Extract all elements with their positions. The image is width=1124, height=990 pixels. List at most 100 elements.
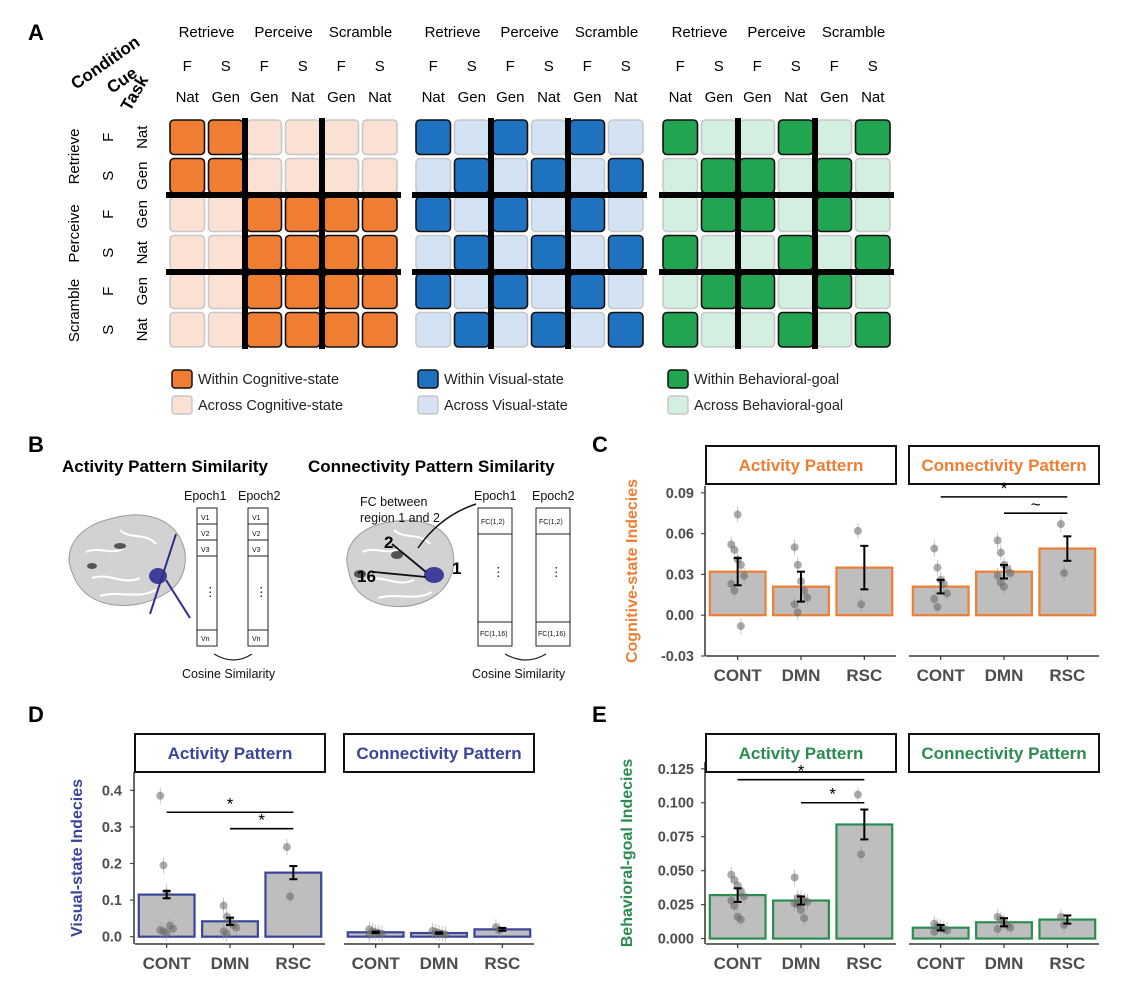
row-task-0: Nat [134,125,151,149]
strip-box-C-1 [908,445,1100,485]
panel-label-e: E [592,702,607,727]
matrix-cell-visual-2-3 [530,196,567,233]
facet-C-1: Connectivity Pattern CONT DMN RSC * ~ [908,445,1100,685]
conn-epoch1-label: Epoch1 [474,489,516,503]
matrix-visual: Retrieve Perceive Scramble F Nat S Gen F Gen S Nat… [412,24,647,349]
activity-e1-v2: V2 [201,531,210,538]
region-label-1: 1 [452,559,461,578]
matrix-cell-visual-4-4 [569,273,606,310]
matrix-sep-v-behavioral-2 [735,118,741,349]
col-condition-visual-1: Perceive [500,24,558,41]
matrix-cell-cognitive-1-3 [284,157,321,194]
matrix-cell-cognitive-0-0 [169,119,206,156]
matrix-cell-cognitive-3-5 [361,234,398,271]
row-task-4: Gen [134,277,151,305]
x-tick-label-C-0-2: RSC [846,666,882,685]
matrix-cell-cognitive-2-2 [246,196,283,233]
row-task-5: Nat [134,317,151,341]
data-point-D-0-1-4 [232,923,241,932]
matrix-cell-behavioral-0-5 [854,119,891,156]
col-cue-visual-4: F [583,58,592,75]
matrix-cell-cognitive-4-5 [361,273,398,310]
matrix-cell-behavioral-3-4 [816,234,853,271]
data-point-E-1-1-5 [993,925,1002,934]
data-point-D-0-1-6 [222,929,231,938]
panel-label-a: A [28,20,44,45]
data-point-C-0-1-5 [790,600,799,609]
y-tick-label-E-4: 0.025 [658,898,694,914]
panel-label-d: D [28,702,44,727]
conn-epoch1-column: FC(1,2) ⋮ FC(1,16) [477,507,513,647]
strip-title-C-1: Connectivity Pattern [921,456,1086,475]
conn-e2-fc116: FC(1,16) [538,631,566,638]
matrix-cell-behavioral-3-2 [739,234,776,271]
strip-title-D-1: Connectivity Pattern [356,744,521,763]
activity-cosine-label: Cosine Similarity [182,667,276,681]
matrix-cell-cognitive-4-2 [246,273,283,310]
row-task-1: Gen [134,162,151,190]
matrix-cell-cognitive-4-1 [207,273,244,310]
data-point-C-0-0-4 [740,571,749,580]
col-cue-cognitive-1: S [221,58,231,75]
matrix-cell-visual-3-4 [569,234,606,271]
region-label-16: 16 [357,567,376,586]
col-cue-cognitive-4: F [337,58,346,75]
matrix-cell-behavioral-2-1 [700,196,737,233]
matrix-cell-visual-4-3 [530,273,567,310]
activity-e1-v3: V3 [201,547,210,554]
row-condition-0: Retrieve [66,129,83,185]
x-tick-label-C-1-1: DMN [985,666,1024,685]
data-point-E-1-1-4 [1006,923,1015,932]
col-task-visual-0: Nat [422,89,446,106]
activity-e2-dots: ⋮ [255,585,268,599]
sig-label-E-0-0: * [798,762,805,781]
matrix-cell-visual-3-2 [492,234,529,271]
matrix-cell-visual-1-3 [530,157,567,194]
matrix-cell-cognitive-3-0 [169,234,206,271]
matrix-sep-v-cognitive-2 [242,118,248,349]
matrix-cell-visual-1-2 [492,157,529,194]
matrix-cell-visual-3-5 [607,234,644,271]
data-point-E-1-0-5 [930,927,939,936]
matrix-cell-behavioral-3-0 [662,234,699,271]
row-cue-1: S [100,171,117,181]
data-point-E-1-2-0 [1056,912,1065,921]
matrix-cell-behavioral-1-5 [854,157,891,194]
col-task-cognitive-1: Gen [212,89,240,106]
activity-e2-v1: V1 [252,515,261,522]
matrix-cell-cognitive-5-1 [207,311,244,348]
col-condition-visual-0: Retrieve [425,24,481,41]
sig-label-D-0-0: * [227,794,234,813]
x-tick-label-C-1-0: CONT [917,666,966,685]
activity-epoch1-label: Epoch1 [184,489,226,503]
matrix-cell-cognitive-1-1 [207,157,244,194]
x-tick-label-E-1-1: DMN [985,954,1024,973]
col-cue-visual-5: S [621,58,631,75]
col-task-cognitive-2: Gen [250,89,278,106]
matrix-cell-cognitive-2-3 [284,196,321,233]
data-point-C-0-0-1 [730,545,739,554]
x-tick-label-C-0-0: CONT [714,666,763,685]
activity-cosine-arrow [213,653,253,661]
y-tick-label-E-0: 0.125 [658,762,694,778]
sig-label-E-0-1: * [829,785,836,804]
data-point-C-1-2-1 [1060,569,1069,578]
matrix-cell-cognitive-2-0 [169,196,206,233]
matrix-cell-cognitive-4-4 [323,273,360,310]
col-condition-behavioral-0: Retrieve [672,24,728,41]
matrix-sep-v-visual-4 [565,118,571,349]
matrix-sep-h-cognitive-4 [166,269,401,275]
data-point-C-1-2-0 [1056,520,1065,529]
matrix-cell-behavioral-0-3 [777,119,814,156]
matrix-cell-cognitive-3-4 [323,234,360,271]
col-task-cognitive-5: Nat [368,89,392,106]
matrix-cell-behavioral-4-2 [739,273,776,310]
matrix-cell-behavioral-2-5 [854,196,891,233]
matrix-cell-cognitive-3-3 [284,234,321,271]
strip-box-D-0 [134,733,326,773]
col-condition-cognitive-0: Retrieve [179,24,235,41]
chart-e: Behavioral-goal Indecies 0.125 0.100 0.075 0… [619,733,1100,973]
matrix-cell-visual-5-2 [492,311,529,348]
data-point-D-1-0-5 [365,930,374,939]
matrix-cell-visual-5-3 [530,311,567,348]
